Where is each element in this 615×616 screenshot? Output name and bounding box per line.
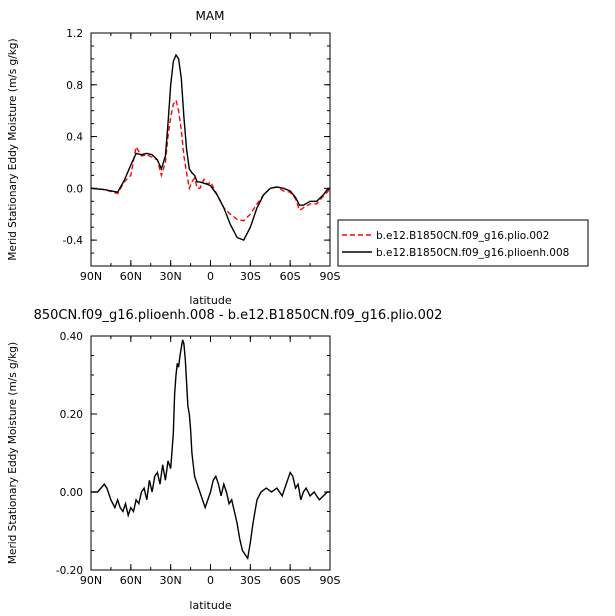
legend-label-1: b.e12.B1850CN.f09_g16.plio.002 <box>376 230 549 242</box>
x-tick-label: 0 <box>207 574 214 587</box>
y-tick-label: 0.40 <box>60 331 83 343</box>
x-tick-label: 0 <box>207 270 214 283</box>
x-tick-label: 90N <box>80 574 102 587</box>
x-tick-label: 60S <box>280 270 301 283</box>
chart-panel-1: MAM 90N 60N 30N 0 30S 60S 90S -0.4 0.0 0.4 0.8 1.2 la… <box>7 9 589 307</box>
y-tick-label: 0.00 <box>60 487 83 499</box>
y-tick-label: 0.4 <box>66 132 83 144</box>
x-tick-label: 60S <box>280 574 301 587</box>
x-tick-label: 30N <box>160 270 182 283</box>
series-line-1 <box>91 98 330 222</box>
y-axis-label: Merid Stationary Eddy Moisture (m/s g/kg… <box>7 38 19 260</box>
x-tick-label: 30S <box>240 574 261 587</box>
x-tick-label: 30S <box>240 270 261 283</box>
y-tick-label: -0.20 <box>56 565 83 577</box>
x-tick-label: 30N <box>160 574 182 587</box>
chart-title: 850CN.f09_g16.plioenh.008 - b.e12.B1850C… <box>34 308 443 323</box>
plot-frame <box>90 335 331 571</box>
plot-frame <box>90 32 331 267</box>
series-line-2 <box>91 53 330 241</box>
legend-box <box>337 219 589 267</box>
y-tick-label: 0.0 <box>66 183 83 195</box>
x-axis-label: latitude <box>189 294 231 307</box>
chart-panel-2: 850CN.f09_g16.plioenh.008 - b.e12.B1850C… <box>7 308 442 612</box>
x-axis-label: latitude <box>189 599 231 612</box>
y-tick-label: 1.2 <box>66 28 83 40</box>
y-tick-label: 0.8 <box>66 80 83 92</box>
series-line-1 <box>91 339 330 561</box>
chart-title: MAM <box>196 9 225 23</box>
y-axis-label: Merid Stationary Eddy Moisture (m/s g/kg… <box>7 342 19 564</box>
x-tick-label: 60N <box>120 574 142 587</box>
y-tick-label: -0.4 <box>63 235 84 247</box>
x-tick-label: 90S <box>320 270 341 283</box>
x-tick-label: 60N <box>120 270 142 283</box>
legend-label-2: b.e12.B1850CN.f09_g16.plioenh.008 <box>376 247 569 259</box>
legend: b.e12.B1850CN.f09_g16.plio.002 b.e12.B185… <box>337 219 589 267</box>
y-tick-label: 0.20 <box>60 409 83 421</box>
x-tick-label: 90S <box>320 574 341 587</box>
x-tick-label: 90N <box>80 270 102 283</box>
